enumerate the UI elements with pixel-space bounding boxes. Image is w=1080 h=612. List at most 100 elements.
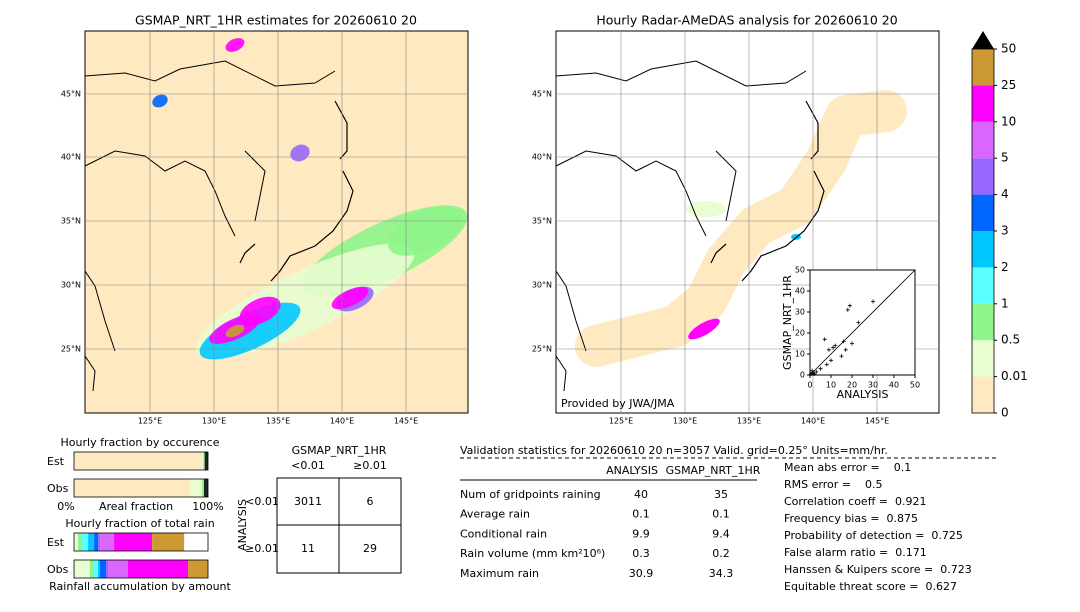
stat-label: Rain volume (mm km²10⁶) — [460, 547, 605, 560]
panel-title: Hourly fraction by occurence — [61, 436, 220, 449]
table-cell: 6 — [367, 495, 374, 508]
y-tick-label: 30 — [795, 308, 805, 317]
y-tick-label: 40 — [795, 287, 805, 296]
scatter-point — [824, 362, 829, 367]
score: False alarm ratio = 0.171 — [784, 546, 927, 559]
scatter-point — [822, 337, 827, 342]
bar-segment — [201, 479, 204, 497]
scatter-point — [829, 358, 833, 363]
coastline — [239, 100, 354, 282]
bar-segment — [78, 533, 83, 551]
colorbar-bin — [972, 85, 994, 122]
stat-value: 30.9 — [629, 567, 654, 580]
bar-segment — [189, 479, 202, 497]
colorbar-label: 0.01 — [1001, 369, 1028, 383]
stat-value: 0.1 — [632, 508, 650, 521]
lon-label: 135°E — [266, 417, 290, 426]
one-to-one — [809, 269, 916, 376]
panel-footer: Rainfall accumulation by amount — [49, 580, 231, 593]
scatter-point — [812, 371, 817, 376]
scatter-point — [843, 347, 848, 352]
coastline — [84, 60, 336, 392]
lon-label: 135°E — [737, 417, 761, 426]
bar-segment — [201, 452, 204, 470]
rain-area — [239, 296, 281, 326]
lon-label: 125°E — [609, 417, 633, 426]
bar-segment — [99, 560, 107, 578]
stat-value: 9.4 — [712, 527, 730, 540]
lat-label: 40°N — [61, 153, 81, 162]
x-axis-label: ANALYSIS — [837, 388, 889, 401]
map-title: GSMAP_NRT_1HR estimates for 20260610 20 — [135, 13, 417, 28]
bar-segment — [108, 560, 129, 578]
stat-label: Conditional rain — [460, 527, 547, 540]
colorbar-label: 10 — [1001, 114, 1016, 128]
axis-label: 100% — [192, 500, 223, 513]
bar-segment — [88, 533, 95, 551]
x-tick-label: 30 — [868, 381, 878, 390]
y-axis-label: GSMAP_NRT_1HR — [781, 275, 794, 370]
lon-label: 125°E — [138, 417, 162, 426]
stat-value: 34.3 — [709, 567, 734, 580]
stat-label: Num of gridpoints raining — [460, 488, 601, 501]
column-header: <0.01 — [291, 459, 325, 472]
bar-label: Obs — [47, 482, 69, 495]
bar-segment — [188, 560, 208, 578]
axis-label: Areal fraction — [99, 500, 173, 513]
bar-segment — [82, 533, 89, 551]
scatter-point — [841, 339, 846, 344]
lon-label: 140°E — [330, 417, 354, 426]
y-tick-label: 50 — [795, 266, 805, 275]
bar-frame — [73, 559, 209, 579]
lat-label: 45°N — [61, 90, 81, 99]
bar-segment — [152, 533, 185, 551]
colorbar-label: 3 — [1001, 224, 1009, 238]
stat-label: Maximum rain — [460, 567, 539, 580]
lat-label: 45°N — [532, 90, 552, 99]
stats-heading: Validation statistics for 20260610 20 n=… — [460, 444, 888, 457]
colorbar-bin — [972, 231, 994, 268]
bar-frame — [73, 451, 209, 471]
scatter-point — [818, 366, 823, 371]
bar-segment — [203, 452, 205, 470]
x-tick-label: 20 — [847, 381, 857, 390]
lat-label: 25°N — [532, 345, 552, 354]
y-tick-label: 20 — [795, 329, 805, 338]
bar-segment — [74, 479, 190, 497]
scatter-point — [856, 320, 861, 325]
table-title: GSMAP_NRT_1HR — [292, 444, 387, 457]
colorbar-label: 25 — [1001, 78, 1016, 92]
bar-segment — [98, 533, 101, 551]
lon-label: 140°E — [801, 417, 825, 426]
scatter-point — [839, 354, 844, 359]
colorbar-bin — [972, 267, 994, 304]
bar-segment — [100, 533, 115, 551]
map — [555, 30, 940, 414]
bar-segment — [74, 452, 202, 470]
stat-value: 35 — [714, 488, 728, 501]
lat-label: 30°N — [532, 281, 552, 290]
score: Mean abs error = 0.1 — [784, 461, 911, 474]
stat-value: 9.9 — [632, 527, 650, 540]
lat-label: 25°N — [61, 345, 81, 354]
table-cell: 3011 — [294, 495, 322, 508]
score: Frequency bias = 0.875 — [784, 512, 918, 525]
colorbar-label: 1 — [1001, 296, 1009, 310]
y-tick-label: 10 — [795, 350, 805, 359]
colorbar-bin — [972, 49, 994, 86]
bar-label: Est — [47, 536, 65, 549]
lon-label: 130°E — [673, 417, 697, 426]
stat-value: 0.3 — [632, 547, 650, 560]
colorbar-label: 0.5 — [1001, 333, 1020, 347]
colorbar-label: 5 — [1001, 151, 1009, 165]
row-header: <0.01 — [245, 495, 279, 508]
x-tick-label: 50 — [910, 381, 920, 390]
x-tick-label: 0 — [807, 381, 812, 390]
colorbar-bin — [972, 303, 994, 341]
rain-area — [686, 201, 726, 217]
credit: Provided by JWA/JMA — [561, 397, 675, 410]
scatter-point — [814, 369, 819, 374]
stat-label: Average rain — [460, 508, 530, 521]
bar-frame — [73, 478, 209, 498]
lon-label: 130°E — [202, 417, 226, 426]
